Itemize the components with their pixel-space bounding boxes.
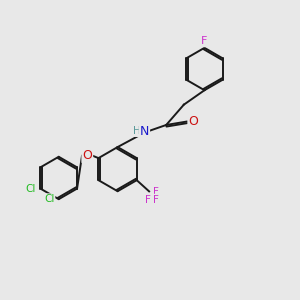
Text: F: F <box>153 187 158 197</box>
Text: F: F <box>201 36 208 46</box>
Text: H: H <box>133 126 141 136</box>
Text: O: O <box>82 149 92 162</box>
Text: Cl: Cl <box>44 194 55 204</box>
Text: F: F <box>153 195 158 205</box>
Text: O: O <box>188 115 198 128</box>
Text: N: N <box>140 125 149 138</box>
Text: Cl: Cl <box>26 184 36 194</box>
Text: F: F <box>145 195 151 205</box>
